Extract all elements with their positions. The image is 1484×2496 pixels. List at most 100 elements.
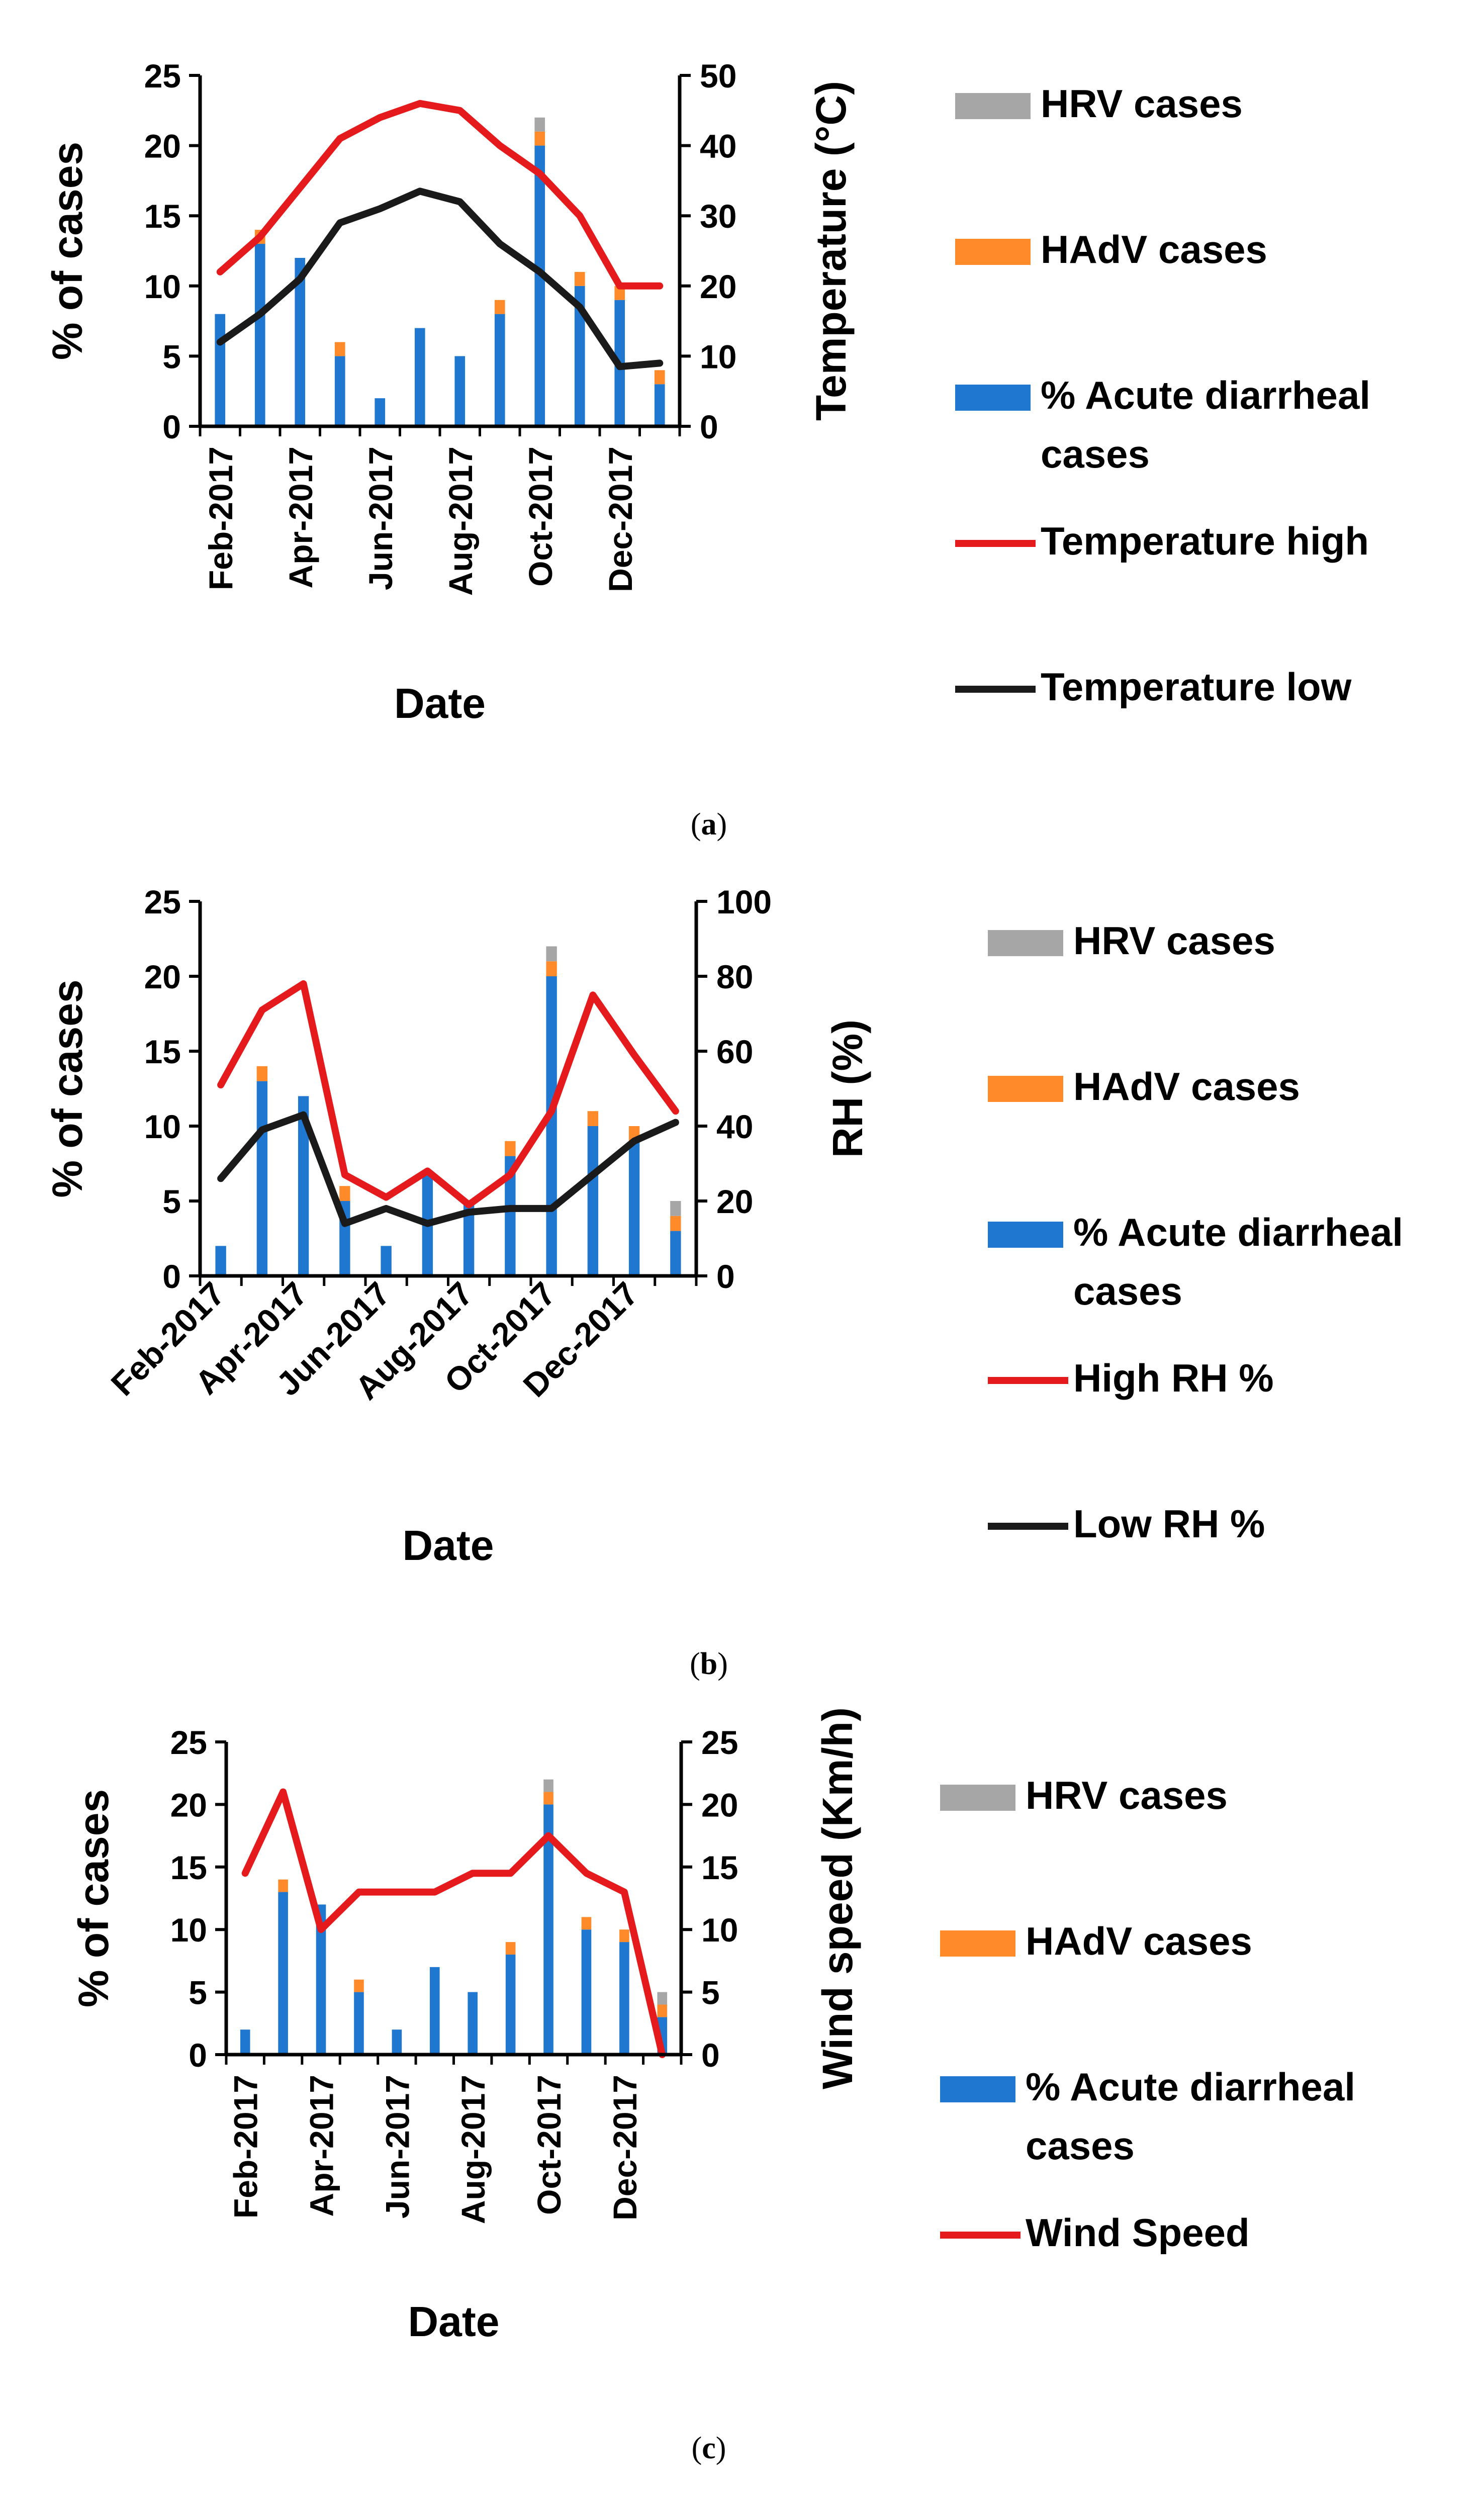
left-tick-label: 25 xyxy=(170,1724,207,1761)
bar-acute-jun-2017 xyxy=(375,398,386,426)
axes-group: 0 5 10 15 20 25 0 5 10 15 20 25 Feb-2017 Apr-2017 Jun-… xyxy=(170,1724,738,2224)
line-wind-speed xyxy=(241,1788,666,2058)
bar-hrv-oct-2017 xyxy=(534,117,545,132)
x-axis-title: Date xyxy=(408,2298,499,2345)
caption-letter: c xyxy=(702,2431,716,2465)
bar-hadv-nov-2017 xyxy=(574,271,585,286)
line-low-rh xyxy=(217,1111,679,1227)
bar-hadv-may-2017 xyxy=(354,1979,364,1992)
bar-hadv-sep-2017 xyxy=(505,1942,516,1955)
bar-acute-sep-2017 xyxy=(505,1954,516,2055)
legend-label: HAdV cases xyxy=(1041,227,1267,271)
bar-acute-mar-2017 xyxy=(254,244,265,426)
chart-panel-c: 0 5 10 15 20 25 0 5 10 15 20 25 Feb-2017 Apr-2017 Jun-… xyxy=(70,1707,1355,2465)
bar-hadv-nov-2017 xyxy=(587,1111,599,1126)
right-tick-label: 100 xyxy=(716,883,772,920)
right-tick-label: 80 xyxy=(716,958,753,995)
caption-open: ( xyxy=(691,807,701,842)
caption-letter: a xyxy=(701,807,717,842)
legend-swatch-hadv xyxy=(988,1076,1063,1102)
left-tick-label: 20 xyxy=(144,958,181,995)
left-tick-label: 10 xyxy=(144,268,181,305)
x-tick-label: Feb-2017 xyxy=(227,2075,264,2218)
bar-acute-jun-2017 xyxy=(392,2029,402,2055)
right-tick-label: 20 xyxy=(716,1183,753,1220)
legend-label: % Acute diarrheal xyxy=(1026,2065,1355,2109)
left-tick-label: 10 xyxy=(144,1108,181,1145)
caption-close: ) xyxy=(717,1647,728,1681)
x-tick-label: Aug-2017 xyxy=(442,446,479,596)
chart-panel-a: 0 5 10 15 20 25 0 10 20 30 40 50 Feb-2017 Apr-2017 Jun… xyxy=(44,57,1370,842)
bar-hrv-oct-2017 xyxy=(546,946,557,962)
bars-group xyxy=(215,117,665,427)
bar-acute-dec-2017 xyxy=(628,1141,640,1276)
bar-acute-aug-2017 xyxy=(463,1201,475,1276)
left-tick-label: 15 xyxy=(144,198,181,235)
bar-acute-sep-2017 xyxy=(494,314,505,426)
right-tick-label: 30 xyxy=(700,198,736,235)
bar-acute-dec-2017 xyxy=(619,1942,629,2055)
left-tick-label: 0 xyxy=(189,2037,207,2074)
legend-swatch-hadv xyxy=(955,239,1031,265)
caption-letter: b xyxy=(700,1647,717,1681)
legend: HRV cases HAdV cases % Acute diarrheal case… xyxy=(955,81,1370,709)
line-temperature-low xyxy=(216,188,664,371)
legend-swatch-acute xyxy=(955,385,1031,411)
legend-swatch-hrv xyxy=(940,1785,1015,1811)
bar-hadv-mar-2017 xyxy=(278,1879,288,1892)
bar-acute-aug-2017 xyxy=(468,1992,478,2055)
bar-hadv-mar-2017 xyxy=(256,1066,268,1081)
legend-label: % Acute diarrheal xyxy=(1041,373,1370,417)
x-axis-title: Date xyxy=(402,1522,494,1569)
bar-hadv-may-2017 xyxy=(339,1186,350,1201)
bar-acute-jan-2018 xyxy=(654,384,665,426)
panel-caption: (a) xyxy=(691,807,727,842)
chart-panel-b: 0510152025020406080100Feb-2017Apr-2017Ju… xyxy=(44,883,1403,1681)
right-tick-label: 20 xyxy=(700,268,736,305)
bar-acute-may-2017 xyxy=(334,356,345,426)
legend-label: % Acute diarrheal xyxy=(1073,1210,1403,1254)
bar-acute-oct-2017 xyxy=(534,145,545,427)
legend-label: Temperature high xyxy=(1041,519,1369,563)
legend-swatch-hrv xyxy=(955,93,1031,119)
bars-group xyxy=(240,1779,668,2055)
x-tick-label: Oct-2017 xyxy=(530,2075,568,2215)
left-tick-label: 5 xyxy=(162,1183,181,1220)
bar-acute-feb-2017 xyxy=(215,314,226,426)
bar-hadv-oct-2017 xyxy=(534,131,545,146)
caption-close: ) xyxy=(716,2431,726,2465)
bar-hadv-sep-2017 xyxy=(505,1141,516,1156)
bar-hadv-jan-2018 xyxy=(657,2004,668,2017)
right-tick-label: 0 xyxy=(700,408,718,445)
bar-hadv-sep-2017 xyxy=(494,300,505,314)
bar-acute-feb-2017 xyxy=(240,2029,250,2055)
bar-hrv-jan-2018 xyxy=(657,1992,668,2005)
right-tick-label: 40 xyxy=(700,128,736,165)
line-temperature-high xyxy=(216,100,664,290)
legend-label: Temperature low xyxy=(1041,665,1352,709)
left-tick-label: 20 xyxy=(170,1786,207,1823)
legend-label: HRV cases xyxy=(1026,1773,1228,1817)
bar-acute-jul-2017 xyxy=(429,1967,440,2055)
caption-close: ) xyxy=(717,807,727,842)
left-tick-label: 5 xyxy=(189,1974,207,2011)
left-tick-label: 25 xyxy=(144,57,181,95)
y2-axis-title: Wind speed (Km/h) xyxy=(814,1707,861,2089)
x-tick-label: Dec-2017 xyxy=(602,446,639,592)
bar-hadv-oct-2017 xyxy=(543,1792,553,1805)
caption-open: ( xyxy=(692,2431,702,2465)
bar-acute-apr-2017 xyxy=(298,1096,309,1276)
left-tick-label: 15 xyxy=(144,1033,181,1070)
right-tick-label: 5 xyxy=(701,1974,720,2011)
bar-acute-apr-2017 xyxy=(295,257,306,426)
legend-label: Low RH % xyxy=(1073,1502,1265,1546)
right-tick-label: 40 xyxy=(716,1108,753,1145)
legend-label: Wind Speed xyxy=(1026,2210,1250,2255)
legend-label-line2: cases xyxy=(1041,432,1150,476)
bar-acute-nov-2017 xyxy=(581,1929,592,2055)
legend-swatch-hrv xyxy=(988,930,1063,956)
panel-caption: (c) xyxy=(692,2431,726,2465)
right-tick-label: 25 xyxy=(701,1724,738,1761)
left-tick-label: 0 xyxy=(162,408,181,445)
